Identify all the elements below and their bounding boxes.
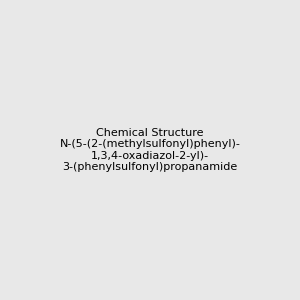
- Text: Chemical Structure
N-(5-(2-(methylsulfonyl)phenyl)-
1,3,4-oxadiazol-2-yl)-
3-(ph: Chemical Structure N-(5-(2-(methylsulfon…: [60, 128, 240, 172]
